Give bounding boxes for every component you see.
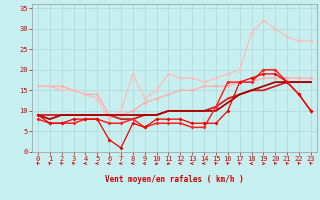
X-axis label: Vent moyen/en rafales ( km/h ): Vent moyen/en rafales ( km/h ) [105,175,244,184]
